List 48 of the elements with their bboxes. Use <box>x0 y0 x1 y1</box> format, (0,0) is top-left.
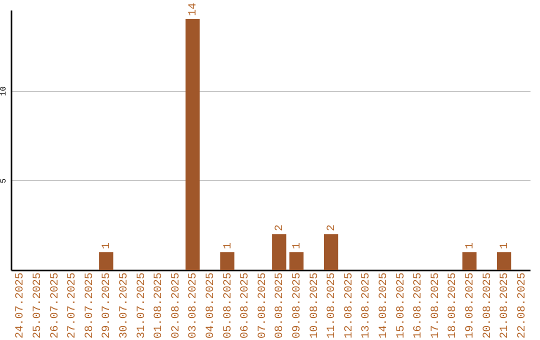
x-tick-label: 20.08.2025 <box>482 272 494 339</box>
x-tick-label: 03.08.2025 <box>188 272 200 339</box>
x-tick-label: 19.08.2025 <box>464 272 476 339</box>
bar <box>324 234 338 270</box>
data-label: 1 <box>464 242 476 250</box>
x-tick-label: 11.08.2025 <box>326 272 338 339</box>
x-tick-label: 16.08.2025 <box>412 272 425 339</box>
bar <box>220 252 234 270</box>
x-tick-label: 01.08.2025 <box>153 272 166 339</box>
data-label: 2 <box>326 224 338 232</box>
x-tick-label: 26.07.2025 <box>49 272 62 339</box>
x-tick-label: 09.08.2025 <box>291 272 304 339</box>
x-tick-label: 08.08.2025 <box>274 272 286 339</box>
x-tick-label: 18.08.2025 <box>447 272 460 339</box>
data-label: 1 <box>101 242 114 250</box>
x-tick-label: 21.08.2025 <box>499 272 512 339</box>
data-label: 1 <box>499 242 512 250</box>
bar <box>186 18 200 270</box>
x-tick-label: 15.08.2025 <box>395 272 408 339</box>
x-tick-label: 13.08.2025 <box>360 272 373 339</box>
x-tick-label: 17.08.2025 <box>430 272 442 339</box>
x-tick-label: 14.08.2025 <box>378 272 390 339</box>
data-label: 14 <box>188 2 200 16</box>
x-tick-label: 27.07.2025 <box>66 272 79 339</box>
data-label: 1 <box>222 242 234 250</box>
x-tick-label: 12.08.2025 <box>343 272 356 339</box>
x-tick-label: 07.08.2025 <box>256 272 269 339</box>
x-tick-label: 04.08.2025 <box>204 272 217 339</box>
x-tick-label: 25.07.2025 <box>32 272 44 339</box>
data-label: 1 <box>291 242 304 250</box>
x-tick-label: 29.07.2025 <box>101 272 114 339</box>
x-tick-label: 10.08.2025 <box>308 272 321 339</box>
x-tick-label: 06.08.2025 <box>240 272 252 339</box>
x-tick-label: 05.08.2025 <box>222 272 234 339</box>
bar <box>272 234 286 270</box>
bar <box>462 252 477 270</box>
x-tick-label: 31.07.2025 <box>136 272 148 339</box>
data-label: 2 <box>274 224 286 232</box>
bar <box>289 252 304 270</box>
x-tick-label: 28.07.2025 <box>84 272 96 339</box>
bar <box>496 252 512 270</box>
x-tick-label: 24.07.2025 <box>14 272 27 339</box>
y-tick-label: 5 <box>0 178 8 184</box>
y-tick-label: 10 <box>0 86 8 96</box>
bar <box>99 252 114 270</box>
x-tick-label: 02.08.2025 <box>170 272 182 339</box>
x-tick-label: 22.08.2025 <box>516 272 528 339</box>
x-tick-label: 30.07.2025 <box>118 272 130 339</box>
